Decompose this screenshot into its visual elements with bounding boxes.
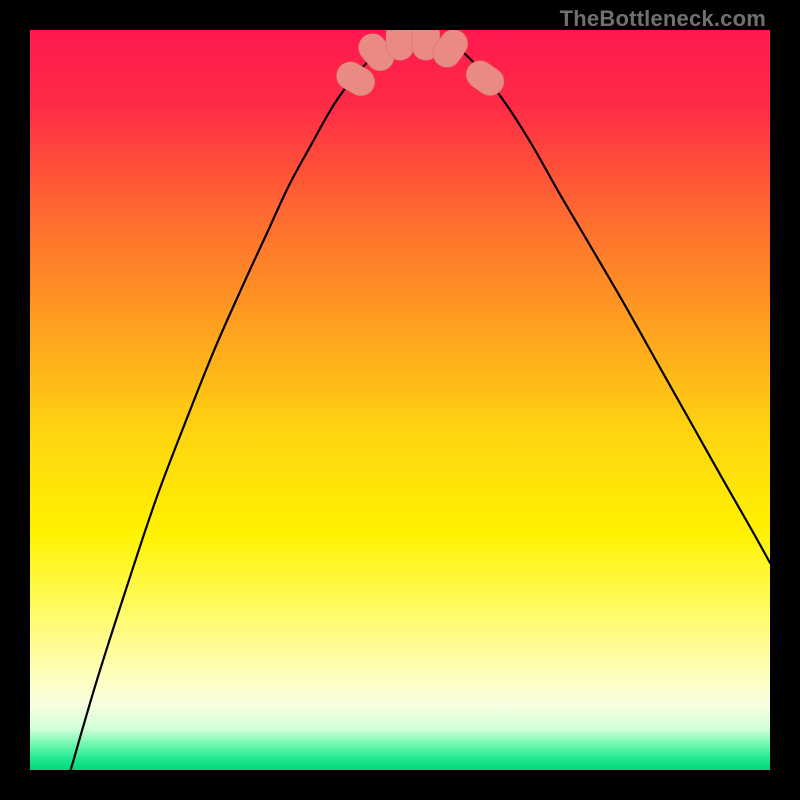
marker-point	[386, 30, 414, 60]
chart-background	[30, 30, 770, 770]
bottleneck-curve-chart	[30, 30, 770, 770]
chart-frame: TheBottleneck.com	[0, 0, 800, 800]
watermark-label: TheBottleneck.com	[560, 6, 766, 32]
